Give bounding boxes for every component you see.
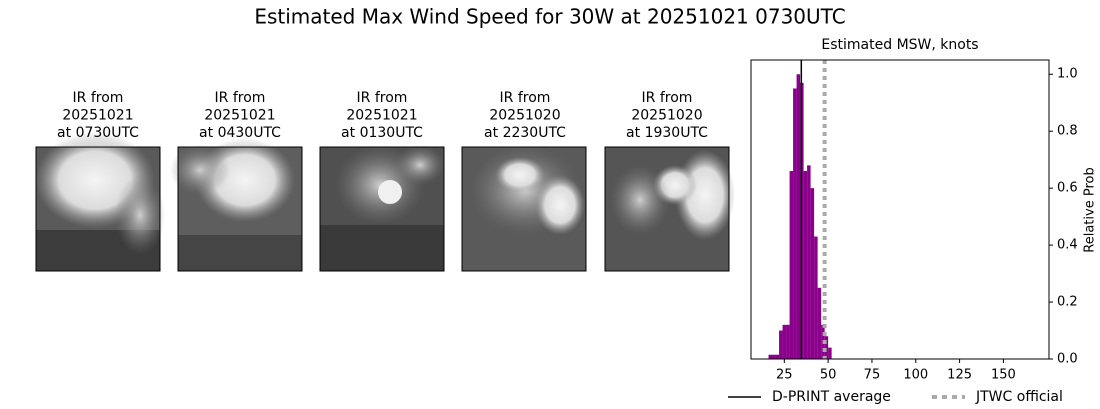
bar (793, 88, 797, 359)
bar (803, 171, 808, 359)
bar (824, 336, 829, 359)
x-tick-label: 50 (820, 368, 837, 383)
ir-image (319, 145, 445, 272)
panel-caption: 20251021 (346, 108, 417, 124)
bar (828, 347, 832, 359)
bar (807, 165, 811, 359)
ir-image (604, 146, 735, 272)
panel-caption: at 2230UTC (484, 125, 566, 141)
ir-image (170, 138, 303, 272)
bar (810, 188, 815, 359)
y-tick-label: 1.0 (1057, 67, 1078, 82)
bar (789, 171, 794, 359)
x-tick-label: 75 (864, 368, 881, 383)
bar (772, 354, 776, 359)
x-tick-label: 125 (947, 368, 972, 383)
panel-caption: IR from (215, 90, 266, 106)
y-axis-label: Relative Prob (1083, 167, 1098, 252)
panel-caption: at 0730UTC (57, 125, 139, 141)
y-tick-label: 0.0 (1057, 352, 1078, 367)
ir-image (35, 132, 165, 272)
x-tick-label: 150 (991, 368, 1016, 383)
panel-caption: at 0130UTC (341, 125, 423, 141)
bar (779, 330, 783, 359)
panel-caption: IR from (357, 90, 408, 106)
bar (775, 354, 780, 359)
y-tick-label: 0.2 (1057, 295, 1078, 310)
y-tick-label: 0.4 (1057, 238, 1078, 253)
legend-label: D-PRINT average (772, 389, 891, 405)
chart-subtitle: Estimated MSW, knots (821, 37, 978, 53)
panel-caption: 20251021 (204, 108, 275, 124)
bar (782, 324, 787, 359)
panel-caption: 20251020 (489, 108, 560, 124)
panel-caption: IR from (500, 90, 551, 106)
x-tick-label: 100 (903, 368, 928, 383)
panel-caption: at 0430UTC (199, 125, 281, 141)
panel-caption: IR from (73, 90, 124, 106)
panel-caption: 20251020 (631, 108, 702, 124)
panel-caption: IR from (642, 90, 693, 106)
bar (768, 354, 773, 359)
bar (796, 74, 801, 359)
panel-caption: 20251021 (62, 108, 133, 124)
x-tick-label: 25 (776, 368, 793, 383)
panel-caption: at 1930UTC (626, 125, 708, 141)
plot-frame (750, 59, 1050, 360)
ir-image (461, 145, 587, 272)
bar (786, 324, 790, 359)
bar (817, 287, 822, 359)
figure-title: Estimated Max Wind Speed for 30W at 2025… (254, 5, 845, 29)
y-tick-label: 0.8 (1057, 124, 1078, 139)
legend-label: JTWC official (975, 389, 1063, 405)
bar (814, 236, 818, 359)
y-tick-label: 0.6 (1057, 181, 1078, 196)
